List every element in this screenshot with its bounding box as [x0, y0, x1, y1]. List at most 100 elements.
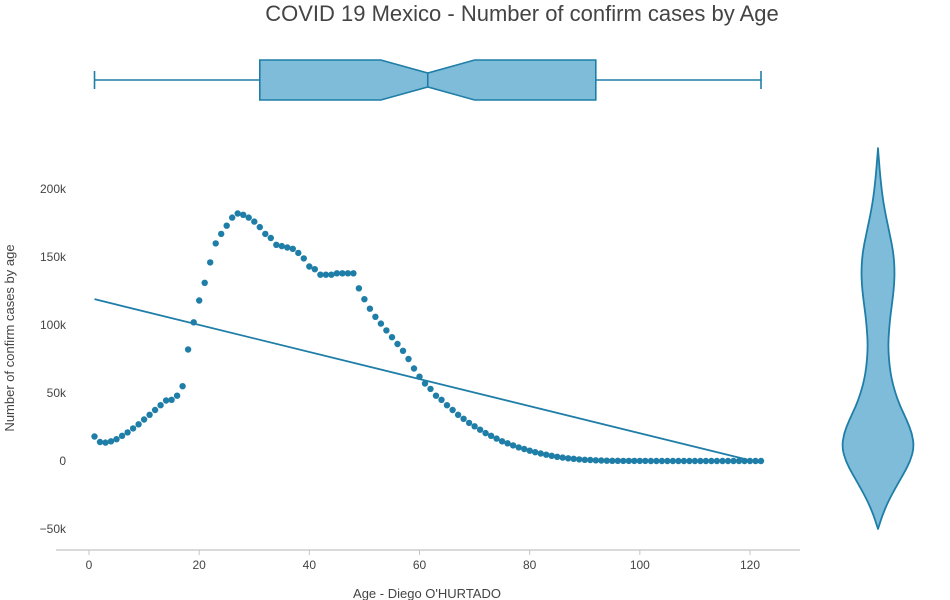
data-point [151, 406, 159, 414]
y-tick-label: 50k [47, 386, 67, 400]
data-point [427, 385, 434, 393]
data-point [509, 442, 517, 449]
x-tick-label: 100 [630, 558, 650, 572]
trend-line [94, 298, 762, 464]
data-point [218, 230, 225, 238]
data-point [487, 432, 495, 439]
data-point [664, 457, 671, 465]
data-point [631, 457, 638, 465]
data-point [388, 334, 396, 341]
data-point [234, 210, 241, 217]
data-point [355, 285, 363, 292]
data-point [113, 436, 120, 443]
data-point [625, 457, 632, 465]
data-point [680, 457, 688, 465]
data-point [421, 380, 429, 387]
data-point [229, 214, 236, 221]
data-point [526, 447, 533, 454]
data-point [240, 211, 247, 218]
x-axis-title: Age - Diego O'HURTADO [353, 586, 501, 600]
data-point [173, 392, 181, 399]
data-point [399, 347, 407, 354]
data-point [471, 423, 478, 430]
data-point [465, 419, 473, 427]
data-point [669, 457, 677, 465]
data-point [256, 223, 263, 231]
data-point [201, 279, 208, 286]
data-point [543, 451, 550, 458]
violin-body [841, 147, 915, 530]
data-point [245, 214, 252, 221]
data-point [196, 297, 203, 304]
data-point [212, 240, 219, 247]
data-point [443, 402, 451, 409]
y-axis-title: Number of confirm cases by age [2, 244, 17, 431]
data-point [724, 457, 732, 465]
data-point [620, 457, 627, 465]
data-point [179, 383, 186, 390]
y-tick-label: 0 [59, 454, 66, 468]
data-point [686, 457, 693, 465]
data-point [636, 457, 643, 465]
data-point [498, 438, 506, 445]
data-point [614, 457, 621, 464]
x-tick-label: 120 [740, 558, 760, 572]
data-point [432, 392, 440, 399]
data-point [262, 230, 269, 238]
x-axis-ticks: 0 20 40 60 80 100 120 [86, 550, 760, 572]
chart-title: COVID 19 Mexico - Number of confirm case… [265, 1, 779, 26]
data-point [157, 402, 164, 409]
y-marginal-violin [841, 147, 915, 530]
data-point [410, 365, 418, 372]
data-point [642, 457, 649, 465]
data-point [300, 255, 307, 262]
data-point [394, 340, 401, 348]
data-point [295, 249, 302, 257]
data-point [587, 456, 594, 464]
data-point [565, 455, 572, 462]
y-tick-label: 200k [40, 182, 67, 196]
data-point [735, 457, 743, 465]
x-tick-label: 40 [303, 558, 317, 572]
data-point [328, 271, 335, 278]
y-tick-label: −50k [40, 522, 67, 536]
data-point [372, 313, 379, 320]
data-point [162, 397, 170, 404]
data-point [278, 242, 285, 250]
data-point [135, 421, 142, 428]
data-point [96, 438, 104, 446]
data-point [449, 406, 456, 414]
data-point [344, 270, 352, 277]
data-point [118, 432, 126, 439]
y-tick-label: 100k [40, 318, 67, 332]
data-point [350, 270, 357, 277]
data-point [91, 433, 98, 440]
data-point [207, 259, 214, 266]
data-point [691, 457, 699, 465]
data-point [702, 457, 710, 465]
data-point [438, 396, 445, 403]
scatter-plot-area [91, 210, 765, 465]
data-point [454, 411, 462, 418]
data-point [339, 270, 346, 277]
x-marginal-boxplot [93, 59, 762, 101]
data-point [124, 429, 131, 436]
data-point [317, 271, 324, 278]
x-tick-label: 60 [413, 558, 427, 572]
data-point [322, 271, 330, 278]
data-point [273, 241, 280, 248]
data-point [184, 346, 192, 353]
data-point [129, 425, 137, 432]
data-point [730, 457, 737, 465]
data-point [576, 456, 583, 463]
data-point [289, 245, 296, 252]
data-point [168, 396, 175, 403]
data-point [493, 435, 500, 442]
data-point [476, 426, 484, 433]
data-point [515, 444, 522, 451]
data-point [140, 416, 148, 423]
data-point [653, 457, 660, 465]
data-point [251, 218, 258, 225]
data-point [102, 439, 109, 446]
data-point [548, 452, 555, 459]
